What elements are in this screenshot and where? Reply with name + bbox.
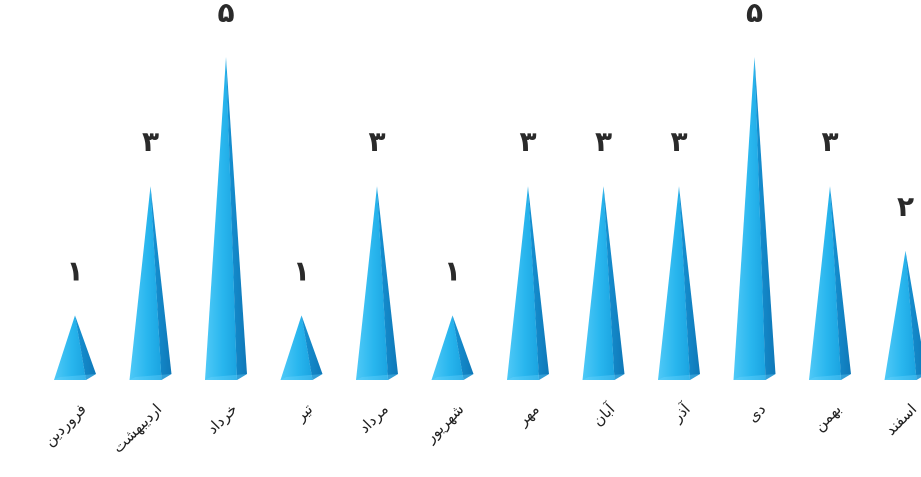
category-label: شهریور: [421, 400, 468, 447]
pyramid-bar: [431, 315, 474, 380]
category-label: مرداد: [355, 400, 392, 437]
pyramid-bar: [809, 186, 851, 380]
pyramid-base: [431, 374, 474, 380]
value-label: ۵: [217, 0, 234, 29]
pyramid-face: [356, 186, 388, 380]
pyramid-base: [205, 374, 247, 380]
pyramid-side: [830, 186, 851, 380]
value-label: ۱: [293, 254, 310, 287]
pyramid-bar: [884, 250, 921, 380]
pyramid-base: [582, 374, 625, 380]
category-label: آذر: [668, 400, 695, 427]
pyramid-side: [528, 186, 549, 380]
pyramid-face: [809, 186, 841, 380]
value-label: ۱: [66, 254, 83, 287]
value-label: ۳: [142, 125, 159, 158]
pyramid-face: [205, 57, 237, 380]
category-label: تیر: [291, 400, 316, 425]
pyramid-base: [356, 374, 398, 380]
pyramid-base: [809, 374, 851, 380]
pyramid-bar: [54, 315, 96, 380]
pyramid-bar: [658, 186, 700, 380]
category-label: فروردین: [40, 400, 90, 450]
pyramid-side: [754, 57, 776, 380]
category-label: مهر: [513, 400, 543, 430]
pyramid-bar: [129, 186, 172, 380]
pyramid-base: [658, 374, 700, 380]
pyramid-face: [129, 186, 162, 380]
pyramid-base: [280, 374, 323, 380]
pyramid-side: [301, 315, 323, 380]
value-label: ۳: [519, 125, 536, 158]
category-label: خرداد: [203, 400, 241, 438]
category-label: دی: [744, 400, 770, 426]
pyramid-bar: [733, 57, 776, 380]
category-label: اردیبهشت: [109, 400, 165, 456]
pyramid-bar: [280, 315, 323, 380]
plot-area: ۱ فروردین ۳ اردیبهشت ۵ خرداد ۱ تیر ۳ مرداد ۱ شهریور…: [40, 0, 921, 457]
pyramid-base: [129, 374, 172, 380]
value-label: ۵: [746, 0, 763, 29]
pyramid-side: [905, 250, 921, 380]
category-label: آبان: [589, 400, 619, 430]
pyramid-side: [150, 186, 172, 380]
value-label: ۱: [444, 254, 461, 287]
pyramid-base: [733, 374, 776, 380]
pyramid-face: [884, 250, 917, 380]
pyramid-bar: [582, 186, 625, 380]
pyramid-side: [452, 315, 474, 380]
pyramid-side: [377, 186, 398, 380]
category-label: بهمن: [810, 400, 845, 435]
value-label: ۳: [670, 125, 687, 158]
pyramid-face: [280, 315, 313, 380]
pyramid-face: [582, 186, 615, 380]
pyramid-base: [54, 374, 96, 380]
pyramid-bar: [507, 186, 549, 380]
pyramid-side: [226, 57, 247, 380]
value-label: ۳: [821, 125, 838, 158]
value-label: ۳: [595, 125, 612, 158]
pyramid-face: [54, 315, 86, 380]
value-label: ۲: [897, 190, 914, 223]
pyramid-base: [507, 374, 549, 380]
pyramid-bar: [356, 186, 398, 380]
value-label: ۳: [368, 125, 385, 158]
pyramid-bar: [205, 57, 247, 380]
pyramid-side: [603, 186, 625, 380]
pyramid-face: [733, 57, 766, 380]
pyramid-side: [679, 186, 700, 380]
pyramid-face: [658, 186, 690, 380]
pyramid-face: [507, 186, 539, 380]
category-label: اسفند: [882, 400, 921, 439]
pyramid-face: [431, 315, 464, 380]
pyramid-side: [75, 315, 96, 380]
pyramid-base: [884, 374, 921, 380]
